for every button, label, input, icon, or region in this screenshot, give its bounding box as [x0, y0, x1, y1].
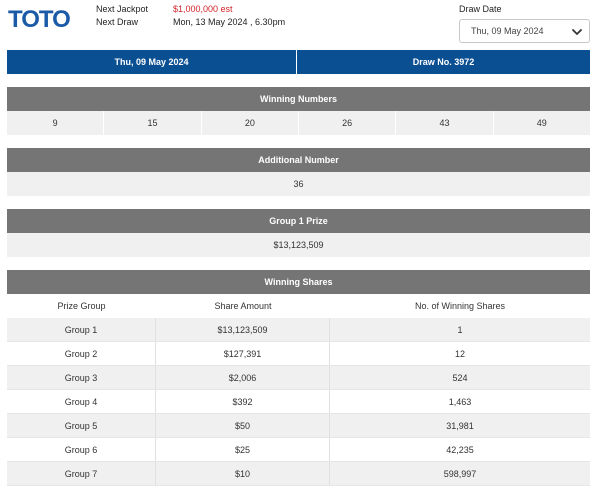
chevron-down-icon	[572, 29, 582, 35]
share-amount-cell: $10	[156, 462, 330, 485]
logo-text: TOTO	[8, 6, 70, 31]
col-winning-shares: No. of Winning Shares	[414, 301, 506, 311]
draw-date-block: Draw Date Thu, 09 May 2024	[459, 3, 590, 43]
winning-shares-cell: 31,981	[446, 420, 474, 431]
table-row: Group 2 $127,391 12	[7, 342, 590, 366]
prize-group-cell: Group 7	[7, 462, 156, 485]
draw-date-label: Draw Date	[459, 4, 502, 14]
additional-number-title: Additional Number	[7, 148, 590, 172]
winning-number: 43	[396, 111, 494, 135]
table-row: Group 7 $10 598,997	[7, 462, 590, 486]
winning-shares-cell: 42,235	[446, 444, 474, 455]
share-amount-cell: $2,006	[156, 366, 330, 389]
prize-group-cell: Group 1	[7, 318, 156, 341]
share-amount-cell: $50	[156, 414, 330, 437]
draw-bar-date: Thu, 09 May 2024	[7, 50, 297, 74]
prize-group-cell: Group 3	[7, 366, 156, 389]
col-prize-group: Prize Group	[57, 301, 106, 311]
share-amount-cell: $392	[156, 390, 330, 413]
winning-shares-title: Winning Shares	[7, 270, 590, 294]
share-amount-cell: $25	[156, 438, 330, 461]
winning-numbers-section: Winning Numbers 9 15 20 26 43 49	[7, 87, 590, 135]
table-row: Group 6 $25 42,235	[7, 438, 590, 462]
winning-numbers-row: 9 15 20 26 43 49	[7, 111, 590, 135]
table-row: Group 5 $50 31,981	[7, 414, 590, 438]
share-amount-cell: $13,123,509	[156, 318, 330, 341]
prize-group-cell: Group 5	[7, 414, 156, 437]
additional-number-section: Additional Number 36	[7, 148, 590, 196]
winning-number: 20	[202, 111, 299, 135]
table-row: Group 1 $13,123,509 1	[7, 318, 590, 342]
winning-shares-cell: 1	[457, 324, 463, 335]
winning-number: 15	[104, 111, 202, 135]
winning-shares-cell: 598,997	[443, 468, 477, 479]
winning-shares-section: Winning Shares Prize Group Share Amount …	[7, 270, 590, 486]
winning-number: 26	[299, 111, 397, 135]
table-row: Group 4 $392 1,463	[7, 390, 590, 414]
share-amount-cell: $127,391	[156, 342, 330, 365]
table-row: Group 3 $2,006 524	[7, 366, 590, 390]
jackpot-info: Next Jackpot $1,000,000 est Next Draw Mo…	[96, 3, 285, 29]
group1-prize-section: Group 1 Prize $13,123,509	[7, 209, 590, 257]
toto-logo: TOTO	[8, 5, 82, 31]
winning-number: 49	[536, 118, 547, 128]
draw-date-select[interactable]: Thu, 09 May 2024	[459, 19, 590, 43]
next-draw-value: Mon, 13 May 2024 , 6.30pm	[173, 17, 286, 27]
col-share-amount: Share Amount	[214, 301, 272, 311]
next-draw-label: Next Draw	[96, 17, 139, 27]
winning-numbers-title: Winning Numbers	[7, 87, 590, 111]
draw-bar-number: Draw No. 3972	[297, 50, 590, 74]
additional-number-value: 36	[7, 172, 590, 196]
winning-shares-header: Prize Group Share Amount No. of Winning …	[7, 294, 590, 318]
prize-group-cell: Group 2	[7, 342, 156, 365]
group1-prize-title: Group 1 Prize	[7, 209, 590, 233]
group1-prize-value: $13,123,509	[7, 233, 590, 257]
draw-info-bar: Thu, 09 May 2024 Draw No. 3972	[7, 50, 590, 74]
prize-group-cell: Group 4	[7, 390, 156, 413]
next-jackpot-value: $1,000,000 est	[173, 4, 233, 14]
draw-date-selected: Thu, 09 May 2024	[471, 26, 544, 36]
winning-number: 9	[7, 111, 105, 135]
prize-group-cell: Group 6	[7, 438, 156, 461]
winning-shares-cell: 12	[454, 348, 465, 359]
winning-shares-cell: 524	[452, 372, 468, 383]
next-jackpot-label: Next Jackpot	[96, 4, 149, 14]
winning-shares-cell: 1,463	[448, 396, 472, 407]
